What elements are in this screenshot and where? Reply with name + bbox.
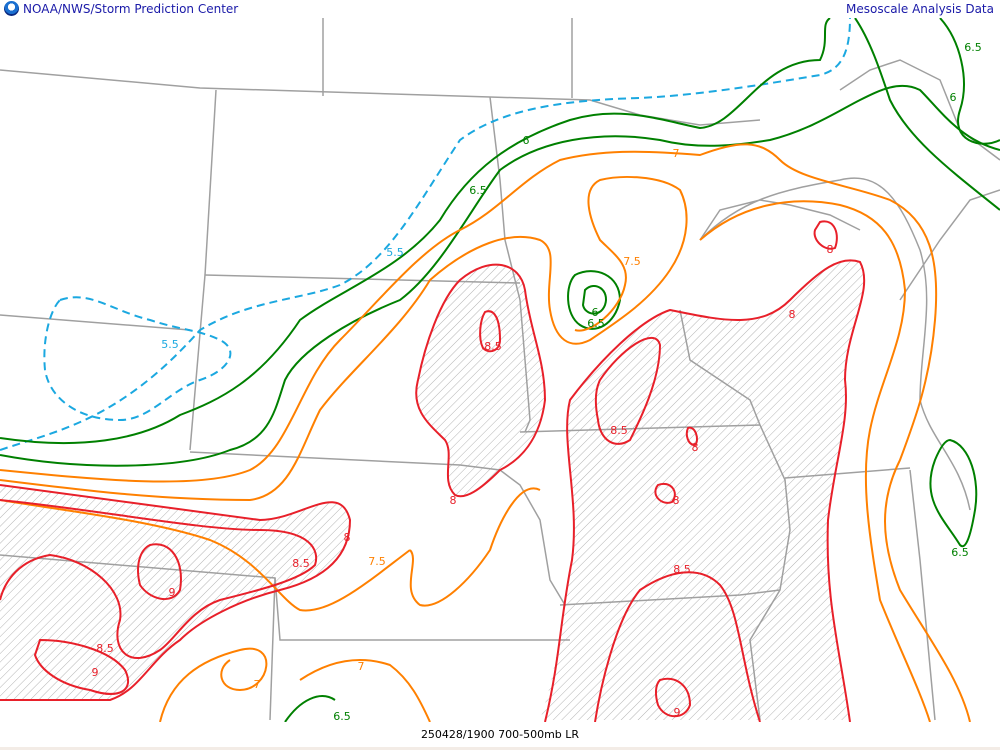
map-caption: 250428/1900 700-500mb LR xyxy=(0,722,1000,750)
contour-label: 8 xyxy=(827,243,834,256)
contour-label: 8 xyxy=(692,441,699,454)
border-nd-sd xyxy=(204,274,521,284)
contour-7-north xyxy=(0,143,971,722)
hatched-regions xyxy=(0,260,865,720)
border-il-in xyxy=(909,469,936,721)
contour-6-5-ne xyxy=(939,18,1000,145)
hatch-area-plains xyxy=(0,485,350,700)
noaa-logo-icon xyxy=(4,1,19,16)
contour-label: 7.5 xyxy=(368,555,386,568)
product-group-title: Mesoscale Analysis Data xyxy=(846,2,994,16)
border-nd-mn xyxy=(489,96,521,301)
contour-9-sw xyxy=(33,638,130,695)
contour-label: 6.5 xyxy=(964,41,982,54)
border-canada xyxy=(322,18,573,98)
agency-title: NOAA/NWS/Storm Prediction Center xyxy=(23,1,239,16)
header-agency: NOAA/NWS/Storm Prediction Center xyxy=(4,1,238,16)
contour-9-south xyxy=(654,677,692,718)
border-ia-mn xyxy=(519,424,761,433)
contour-7-5-mid xyxy=(409,487,541,607)
contour-label: 6.5 xyxy=(333,710,351,722)
contour-6-north xyxy=(0,18,831,445)
border-il-wi xyxy=(784,467,911,479)
border-mississippi xyxy=(749,424,791,721)
contour-label: 8 xyxy=(673,494,680,507)
contour-7-south xyxy=(159,647,268,722)
contour-label: 9 xyxy=(92,666,99,679)
contours-6 xyxy=(0,18,1000,722)
hatch-area-midwest xyxy=(540,260,865,720)
contour-label: 8.5 xyxy=(673,563,691,576)
contour-label: 8 xyxy=(344,531,351,544)
contour-6-east xyxy=(854,18,1000,211)
border-sd-ne xyxy=(189,451,566,606)
contours-5-5 xyxy=(0,18,851,451)
contour-5-5-west xyxy=(43,296,232,422)
contour-8-sw xyxy=(654,482,676,504)
contours-7 xyxy=(0,143,971,722)
contour-label: 6.5 xyxy=(587,317,605,330)
contour-8-ne xyxy=(813,220,838,250)
contour-8-5-midwest xyxy=(594,337,662,445)
contour-8-plains xyxy=(0,484,352,701)
contour-7-se xyxy=(299,659,431,722)
contour-6-5-north xyxy=(0,84,1000,467)
contour-label: 6.5 xyxy=(951,546,969,559)
contour-6-ring xyxy=(567,270,622,330)
contour-8-midwest xyxy=(544,259,866,722)
contour-7-5-north xyxy=(0,176,688,502)
contour-label: 8.5 xyxy=(292,557,310,570)
contour-label: 6.5 xyxy=(469,184,487,197)
contour-label: 6 xyxy=(592,306,599,319)
contour-label: 6 xyxy=(950,91,957,104)
contour-8-dakotas xyxy=(415,263,547,498)
contour-label: 7 xyxy=(254,678,261,691)
political-borders xyxy=(0,18,1000,721)
border-ia-mo xyxy=(559,589,781,606)
contour-6-5-ring xyxy=(581,285,607,315)
contour-label: 8.5 xyxy=(610,424,628,437)
contour-label: 7 xyxy=(673,147,680,160)
contour-label: 8.5 xyxy=(484,340,502,353)
contour-7-5-east xyxy=(699,200,931,722)
contour-label: 8 xyxy=(450,494,457,507)
contour-8-5-south xyxy=(594,571,761,722)
contours-8 xyxy=(0,220,866,722)
contour-label: 7 xyxy=(358,660,365,673)
border-mn-wi xyxy=(519,299,761,433)
contour-label: 9 xyxy=(169,586,176,599)
contour-7-west xyxy=(0,499,411,612)
contour-8-5-plains xyxy=(0,499,318,660)
contour-label: 6 xyxy=(523,134,530,147)
contour-8-5-dakotas xyxy=(479,310,502,353)
contour-label: 7.5 xyxy=(623,255,641,268)
contour-label: 5.5 xyxy=(161,338,179,351)
border-canada-us xyxy=(0,69,761,126)
border-co-ks xyxy=(269,577,276,721)
contour-label: 8 xyxy=(789,308,796,321)
contour-6-5-east xyxy=(929,438,978,548)
border-mt-nd xyxy=(189,89,217,451)
border-wy-mt xyxy=(0,314,191,331)
hatch-area-dakotas xyxy=(416,264,545,497)
contour-5-5-north xyxy=(0,18,851,451)
contour-label: 5.5 xyxy=(386,246,404,259)
contour-8-ia xyxy=(685,426,698,447)
contour-6-5-south xyxy=(284,695,336,722)
contour-label: 9 xyxy=(674,706,681,719)
contour-9-plains xyxy=(137,543,182,600)
great-lakes-shore xyxy=(699,59,1000,511)
contour-label: 8.5 xyxy=(96,642,114,655)
